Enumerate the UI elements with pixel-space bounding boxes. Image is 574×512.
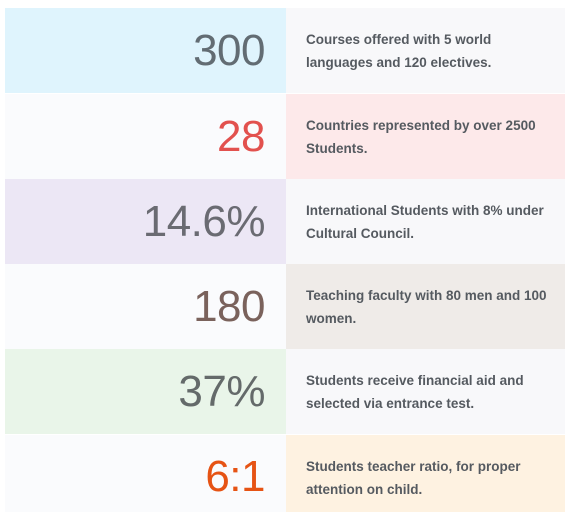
stat-row-ratio: 6:1 Students teacher ratio, for proper a…: [5, 435, 565, 512]
stat-row-countries: 28 Countries represented by over 2500 St…: [5, 94, 565, 179]
stat-description-text: Students receive financial aid and selec…: [306, 372, 524, 411]
stat-row-financial-aid: 37% Students receive financial aid and s…: [5, 349, 565, 434]
stat-description: Students teacher ratio, for proper atten…: [286, 435, 565, 512]
stat-row-international: 14.6% International Students with 8% und…: [5, 179, 565, 264]
stat-row-courses: 300 Courses offered with 5 world languag…: [5, 8, 565, 93]
stat-description: Courses offered with 5 world languages a…: [286, 8, 565, 93]
stat-description-text: Courses offered with 5 world languages a…: [306, 31, 492, 70]
stat-description: Students receive financial aid and selec…: [286, 349, 565, 434]
stat-value: 37%: [5, 349, 286, 434]
stat-description-text: Students teacher ratio, for proper atten…: [306, 459, 521, 497]
stat-value: 14.6%: [5, 179, 286, 264]
stat-description: Countries represented by over 2500 Stude…: [286, 94, 565, 179]
stat-description: International Students with 8% under Cul…: [286, 179, 565, 264]
stat-description-text: International Students with 8% under Cul…: [306, 202, 544, 241]
stat-value: 28: [5, 94, 286, 179]
stat-description-text: Countries represented by over 2500 Stude…: [306, 117, 536, 156]
stat-row-faculty: 180 Teaching faculty with 80 men and 100…: [5, 264, 565, 349]
stat-value: 300: [5, 8, 286, 93]
stat-description: Teaching faculty with 80 men and 100 wom…: [286, 264, 565, 349]
stat-value: 180: [5, 264, 286, 349]
stat-value: 6:1: [5, 435, 286, 512]
stat-description-text: Teaching faculty with 80 men and 100 wom…: [306, 287, 547, 326]
